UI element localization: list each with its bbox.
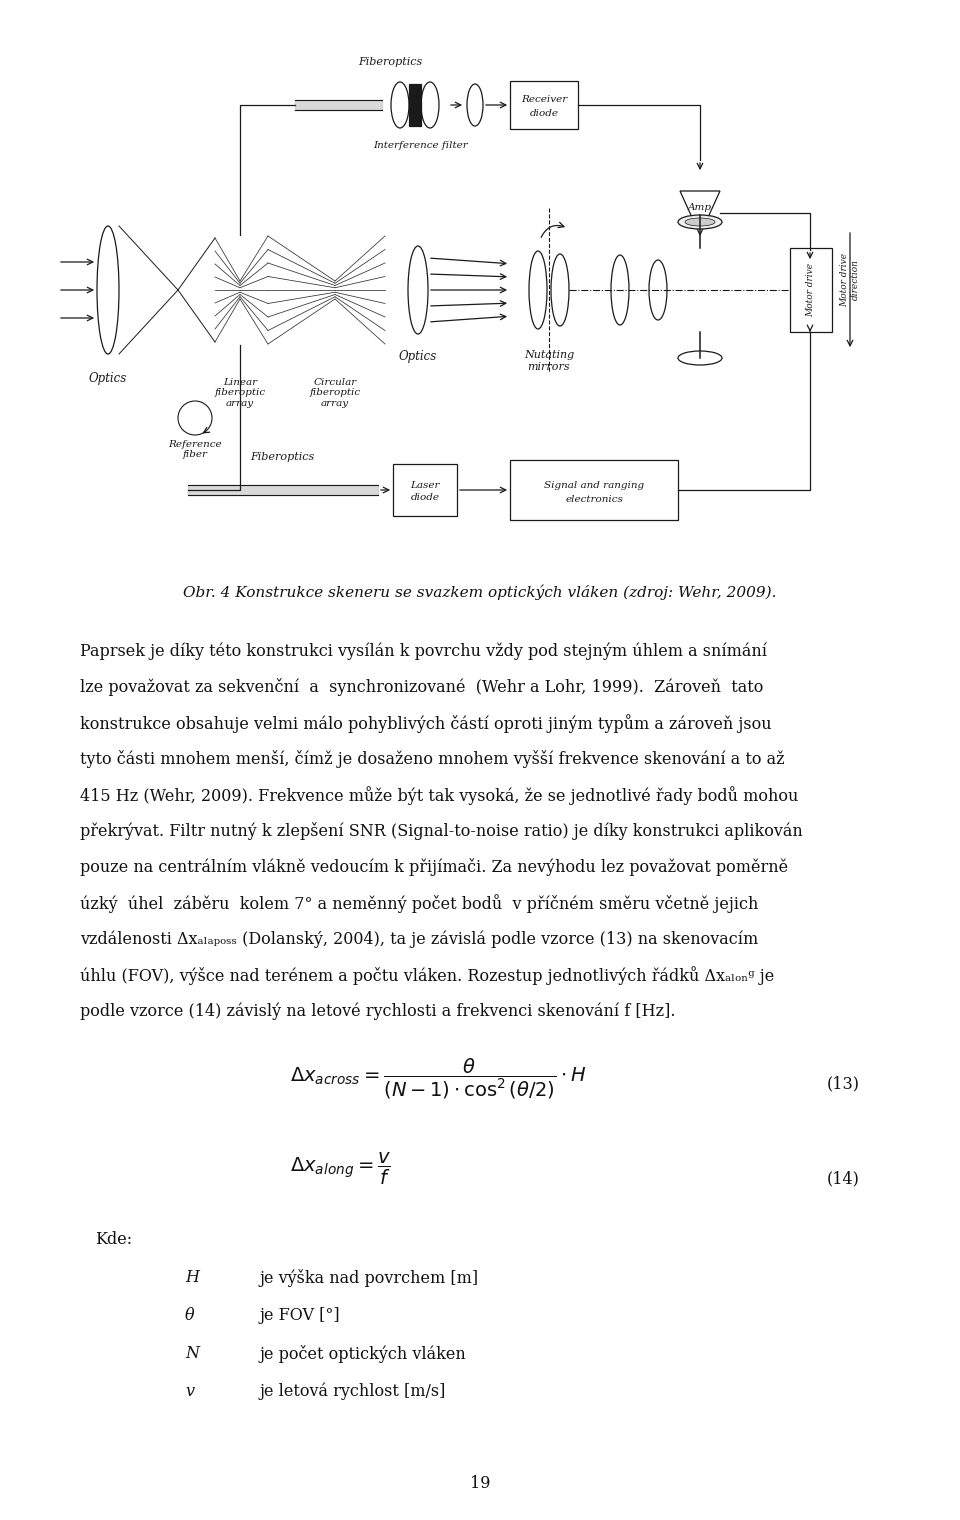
Text: Circular
fiberoptic
array: Circular fiberoptic array [309, 378, 361, 407]
Text: Kde:: Kde: [95, 1231, 132, 1248]
Text: Nutating
mirrors: Nutating mirrors [524, 350, 574, 371]
Text: diode: diode [530, 108, 559, 117]
Text: Paprsek je díky této konstrukci vysílán k povrchu vždy pod stejným úhlem a snímá: Paprsek je díky této konstrukci vysílán … [80, 641, 767, 660]
Text: vzdálenosti Δxₐₗₐₚₒₛₛ (Dolanský, 2004), ta je závislá podle vzorce (13) na sken: vzdálenosti Δxₐₗₐₚₒₛₛ (Dolanský, 2004),… [80, 930, 758, 947]
Text: Motor drive: Motor drive [806, 263, 815, 318]
Text: $\Delta x_{along} = \dfrac{v}{f}$: $\Delta x_{along} = \dfrac{v}{f}$ [290, 1151, 391, 1187]
Text: diode: diode [411, 494, 440, 503]
Text: Fiberoptics: Fiberoptics [250, 451, 314, 462]
FancyBboxPatch shape [409, 84, 421, 126]
Text: electronics: electronics [565, 494, 623, 503]
Text: úhlu (FOV), výšce nad terénem a počtu vláken. Rozestup jednotlivých řádků Δxₐₗₒₙ: úhlu (FOV), výšce nad terénem a počtu vl… [80, 967, 775, 985]
Text: Interference filter: Interference filter [373, 141, 468, 150]
Text: (14): (14) [828, 1170, 860, 1187]
Text: N: N [185, 1345, 199, 1362]
Text: (13): (13) [827, 1076, 860, 1093]
Text: úzký  úhel  záběru  kolem 7° a neměnný počet bodů  v příčném směru včetně jejich: úzký úhel záběru kolem 7° a neměnný poče… [80, 894, 758, 914]
FancyBboxPatch shape [393, 464, 457, 515]
Text: Amp: Amp [688, 202, 712, 211]
Text: Signal and ranging: Signal and ranging [544, 480, 644, 489]
Text: Reference
fiber: Reference fiber [168, 439, 222, 459]
Text: je letová rychlost [m/s]: je letová rychlost [m/s] [260, 1383, 446, 1400]
Text: konstrukce obsahuje velmi málo pohyblivých částí oproti jiným typům a zároveň js: konstrukce obsahuje velmi málo pohyblivý… [80, 714, 772, 733]
Text: v: v [185, 1383, 194, 1400]
Text: 19: 19 [469, 1474, 491, 1493]
Text: Fiberoptics: Fiberoptics [358, 56, 422, 67]
Text: lze považovat za sekvenční  a  synchronizované  (Wehr a Lohr, 1999).  Zároveň  t: lze považovat za sekvenční a synchronizo… [80, 678, 763, 696]
FancyBboxPatch shape [790, 248, 832, 331]
Text: θ: θ [185, 1307, 195, 1324]
Text: je výška nad povrchem [m]: je výška nad povrchem [m] [260, 1269, 479, 1287]
FancyBboxPatch shape [510, 461, 678, 520]
Ellipse shape [685, 217, 715, 226]
Text: Motor drive
direction: Motor drive direction [840, 252, 860, 307]
FancyBboxPatch shape [510, 81, 578, 129]
Text: je počet optických vláken: je počet optických vláken [260, 1345, 467, 1363]
Text: Linear
fiberoptic
array: Linear fiberoptic array [214, 378, 266, 407]
Text: Optics: Optics [398, 350, 437, 363]
Text: H: H [185, 1269, 199, 1286]
Text: Obr. 4 Konstrukce skeneru se svazkem optických vláken (zdroj: Wehr, 2009).: Obr. 4 Konstrukce skeneru se svazkem opt… [183, 585, 777, 600]
Text: pouze na centrálním vlákně vedoucím k přijímači. Za nevýhodu lez považovat poměr: pouze na centrálním vlákně vedoucím k př… [80, 857, 788, 876]
Text: Receiver: Receiver [521, 96, 567, 105]
Text: tyto části mnohem menší, čímž je dosaženo mnohem vyšší frekvence skenování a to : tyto části mnohem menší, čímž je dosažen… [80, 749, 784, 768]
Text: 415 Hz (Wehr, 2009). Frekvence může být tak vysoká, že se jednotlivé řady bodů m: 415 Hz (Wehr, 2009). Frekvence může být … [80, 786, 799, 806]
Text: je FOV [°]: je FOV [°] [260, 1307, 341, 1324]
Text: podle vzorce (14) závislý na letové rychlosti a frekvenci skenování f [Hz].: podle vzorce (14) závislý na letové rych… [80, 1002, 676, 1020]
Text: překrývat. Filtr nutný k zlepšení SNR (Signal-to-noise ratio) je díky konstrukci: překrývat. Filtr nutný k zlepšení SNR (S… [80, 822, 803, 841]
Text: Laser: Laser [410, 480, 440, 489]
Ellipse shape [678, 214, 722, 230]
Text: $\Delta x_{across} = \dfrac{\theta}{(N-1)\cdot\cos^{2}(\theta/2)}\cdot H$: $\Delta x_{across} = \dfrac{\theta}{(N-1… [290, 1056, 587, 1100]
Text: Optics: Optics [89, 372, 127, 385]
